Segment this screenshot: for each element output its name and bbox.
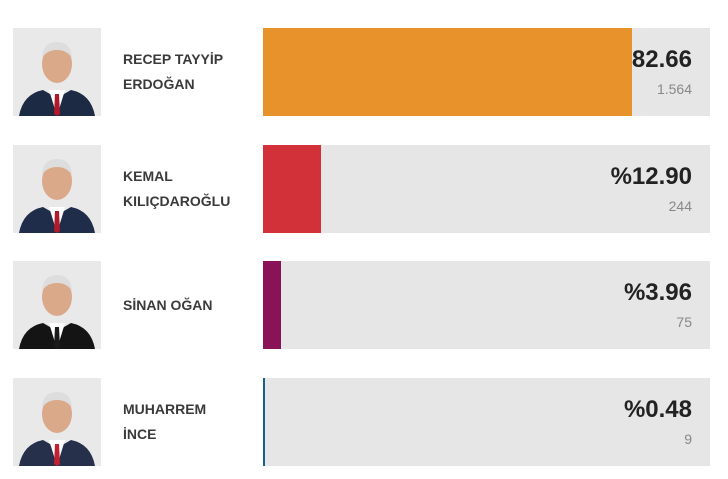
bar [263, 145, 321, 233]
avatar [13, 28, 101, 116]
candidate-name: SİNAN OĞAN [123, 296, 213, 313]
bar-track: %0.48 9 [263, 378, 710, 466]
candidate-name: RECEP TAYYİP ERDOĞAN [123, 51, 223, 92]
candidate-photo [13, 145, 101, 233]
bar-track: %3.96 75 [263, 261, 710, 349]
candidate-photo [13, 261, 101, 349]
bar [263, 378, 266, 466]
bar [263, 28, 633, 116]
avatar [13, 145, 101, 233]
candidate-row: RECEP TAYYİP ERDOĞAN %82.66 1.564 [0, 28, 728, 116]
percent-label: %12.90 [610, 163, 692, 190]
bar-track: %12.90 244 [263, 145, 710, 233]
avatar [13, 378, 101, 466]
vote-count: 1.564 [656, 81, 692, 97]
candidate-row: KEMAL KILIÇDAROĞLU %12.90 244 [0, 145, 728, 233]
candidate-name: KEMAL KILIÇDAROĞLU [123, 168, 231, 209]
candidate-photo [13, 378, 101, 466]
bar [263, 261, 281, 349]
percent-label: %0.48 [623, 396, 692, 423]
avatar [13, 261, 101, 349]
vote-count: 75 [676, 314, 692, 330]
candidate-name: MUHARREM İNCE [123, 401, 207, 442]
percent-label: %3.96 [623, 279, 692, 306]
bar-track: %82.66 1.564 [263, 28, 710, 116]
vote-count: 9 [684, 431, 692, 447]
vote-count: 244 [668, 198, 692, 214]
candidate-row: SİNAN OĞAN %3.96 75 [0, 261, 728, 349]
candidate-row: MUHARREM İNCE %0.48 9 [0, 378, 728, 466]
candidate-photo [13, 28, 101, 116]
